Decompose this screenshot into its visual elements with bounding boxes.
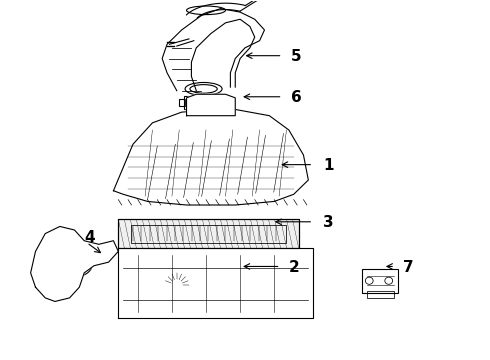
Polygon shape <box>114 109 308 205</box>
Bar <box>179 99 185 106</box>
Polygon shape <box>187 94 235 116</box>
Bar <box>362 269 398 293</box>
Ellipse shape <box>196 99 225 111</box>
Bar <box>130 225 287 243</box>
Bar <box>367 292 393 298</box>
Text: 5: 5 <box>291 49 302 64</box>
Text: 3: 3 <box>323 215 334 230</box>
Text: 4: 4 <box>84 230 95 245</box>
Bar <box>118 310 313 318</box>
Polygon shape <box>30 226 118 301</box>
Text: 1: 1 <box>323 158 334 173</box>
Bar <box>184 96 228 109</box>
Text: 6: 6 <box>291 90 302 105</box>
Bar <box>118 219 298 248</box>
Bar <box>227 99 233 106</box>
Text: 2: 2 <box>289 260 299 275</box>
Text: 7: 7 <box>403 260 414 275</box>
Polygon shape <box>118 248 313 318</box>
